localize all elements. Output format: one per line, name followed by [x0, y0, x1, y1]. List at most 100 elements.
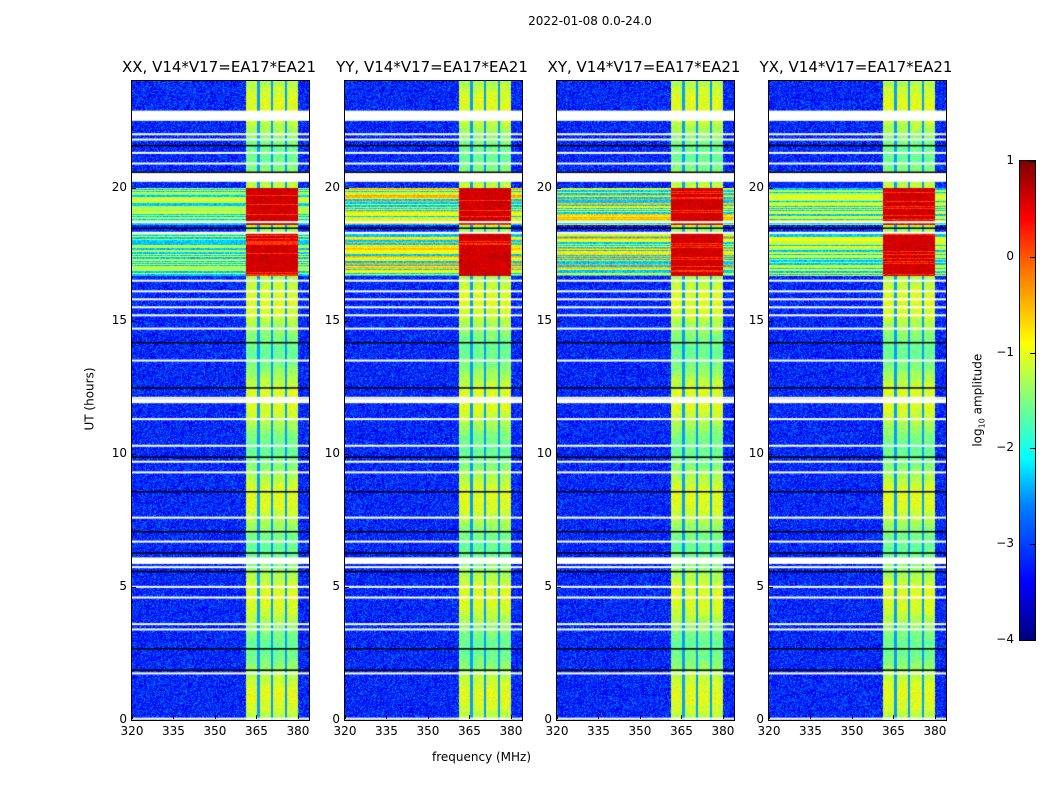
heatmap-canvas — [132, 81, 309, 720]
x-tick-mark — [427, 715, 429, 719]
x-tick-mark — [557, 715, 558, 719]
y-tick-label: 10 — [748, 445, 764, 460]
x-tick-label: 335 — [587, 724, 610, 738]
x-tick-mark — [386, 715, 388, 719]
y-tick-label: 5 — [332, 578, 340, 593]
colorbar-tick-label: −1 — [996, 344, 1014, 359]
y-tick-label: 5 — [119, 578, 127, 593]
panel-title: XY, V14*V17=EA17*EA21 — [547, 58, 741, 76]
y-tick-mark — [557, 187, 561, 189]
x-tick-label: 350 — [203, 724, 227, 738]
y-tick-mark — [557, 720, 561, 721]
y-tick-mark — [557, 586, 561, 588]
colorbar-tick-mark — [1030, 256, 1035, 258]
y-tick-label: 0 — [544, 712, 552, 726]
x-tick-label: 320 — [757, 724, 781, 738]
y-tick-label: 20 — [111, 179, 127, 194]
colorbar-tick-label: 1 — [1006, 153, 1014, 167]
y-tick-mark — [132, 720, 136, 721]
heatmap-panel — [131, 80, 310, 721]
heatmap-canvas — [557, 81, 734, 720]
y-tick-mark — [132, 320, 136, 322]
y-tick-mark — [769, 586, 773, 588]
x-tick-label: 365 — [458, 724, 481, 738]
x-tick-mark — [345, 715, 346, 719]
colorbar-tick-mark — [1030, 544, 1035, 546]
y-tick-label: 10 — [536, 445, 552, 460]
x-tick-label: 380 — [286, 724, 310, 738]
panel-title: YY, V14*V17=EA17*EA21 — [336, 58, 528, 76]
x-tick-label: 350 — [628, 724, 652, 738]
y-tick-mark — [557, 320, 561, 322]
y-tick-mark — [769, 187, 773, 189]
x-tick-label: 335 — [162, 724, 185, 738]
colorbar — [1019, 160, 1036, 641]
colorbar-tick-mark — [1030, 352, 1035, 354]
y-tick-mark — [769, 453, 773, 455]
x-tick-mark — [510, 715, 512, 719]
x-tick-label: 335 — [375, 724, 398, 738]
y-tick-mark — [132, 187, 136, 189]
colorbar-tick-mark — [1030, 448, 1035, 450]
x-tick-mark — [893, 715, 895, 719]
x-tick-mark — [256, 715, 258, 719]
x-tick-label: 380 — [923, 724, 947, 738]
heatmap-panel — [768, 80, 947, 721]
x-tick-mark — [681, 715, 683, 719]
x-tick-mark — [639, 715, 641, 719]
x-tick-mark — [934, 715, 936, 719]
x-tick-label: 320 — [545, 724, 569, 738]
x-tick-mark — [598, 715, 600, 719]
x-tick-label: 365 — [245, 724, 268, 738]
colorbar-tick-mark — [1030, 161, 1035, 162]
x-tick-label: 320 — [333, 724, 357, 738]
heatmap-panel — [344, 80, 523, 721]
x-tick-label: 335 — [799, 724, 822, 738]
y-tick-label: 0 — [119, 712, 127, 726]
y-tick-label: 20 — [536, 179, 552, 194]
x-tick-mark — [769, 715, 770, 719]
x-tick-mark — [173, 715, 175, 719]
y-tick-label: 0 — [756, 712, 764, 726]
heatmap-panel — [556, 80, 735, 721]
panel-title: XX, V14*V17=EA17*EA21 — [121, 58, 316, 76]
panel-title: YX, V14*V17=EA17*EA21 — [759, 58, 953, 76]
x-tick-label: 350 — [840, 724, 864, 738]
x-tick-label: 350 — [416, 724, 440, 738]
colorbar-tick-label: −4 — [996, 632, 1014, 646]
x-tick-label: 320 — [120, 724, 144, 738]
x-tick-mark — [810, 715, 812, 719]
y-tick-label: 15 — [324, 312, 340, 327]
y-tick-mark — [557, 453, 561, 455]
y-tick-label: 10 — [111, 445, 127, 460]
y-tick-label: 5 — [544, 578, 552, 593]
y-tick-mark — [345, 453, 349, 455]
y-axis-label: UT (hours) — [82, 367, 97, 431]
y-tick-mark — [345, 720, 349, 721]
y-tick-label: 15 — [748, 312, 764, 327]
x-tick-mark — [469, 715, 471, 719]
y-tick-mark — [345, 320, 349, 322]
y-tick-label: 20 — [748, 179, 764, 194]
y-tick-label: 5 — [756, 578, 764, 593]
colorbar-tick-label: −2 — [996, 440, 1014, 455]
colorbar-tick-label: −3 — [996, 536, 1014, 551]
x-tick-mark — [132, 715, 133, 719]
colorbar-label: log10 amplitude — [970, 353, 987, 447]
heatmap-canvas — [345, 81, 522, 720]
heatmap-canvas — [769, 81, 946, 720]
y-tick-mark — [345, 187, 349, 189]
figure-title: 2022-01-08 0.0-24.0 — [528, 14, 652, 28]
x-axis-label: frequency (MHz) — [432, 750, 532, 764]
y-tick-label: 15 — [111, 312, 127, 327]
x-tick-label: 365 — [882, 724, 905, 738]
y-tick-mark — [132, 586, 136, 588]
x-tick-mark — [297, 715, 299, 719]
x-tick-mark — [214, 715, 216, 719]
y-tick-label: 0 — [332, 712, 340, 726]
x-tick-label: 365 — [670, 724, 693, 738]
colorbar-tick-label: 0 — [1006, 248, 1014, 263]
y-tick-label: 15 — [536, 312, 552, 327]
y-tick-mark — [132, 453, 136, 455]
y-tick-label: 10 — [324, 445, 340, 460]
